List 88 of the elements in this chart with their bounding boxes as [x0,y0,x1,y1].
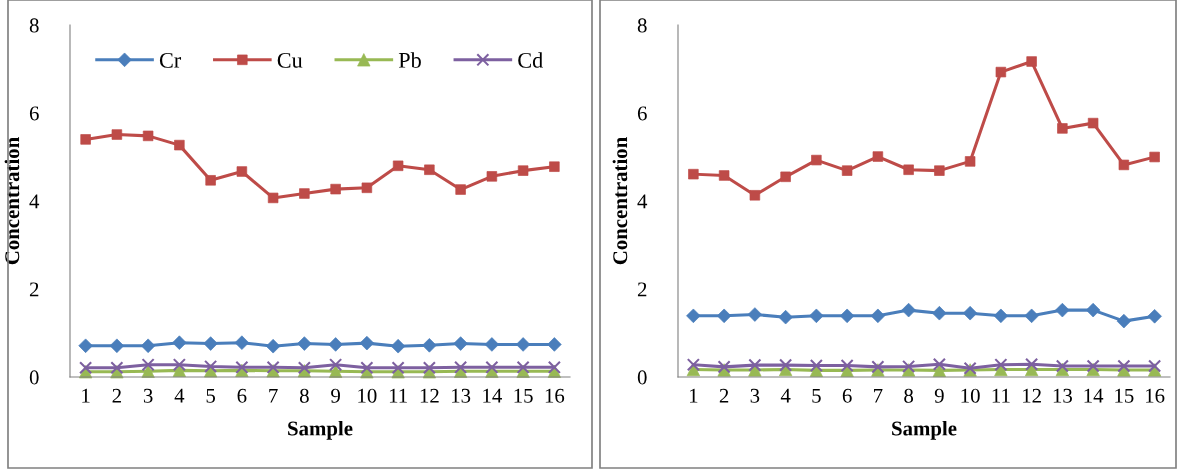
point [748,358,762,372]
point [1117,359,1131,373]
point [547,360,561,374]
y-axis-title: Concentration [612,137,628,265]
y-tick-label: 6 [637,106,647,121]
x-tick-label: 13 [1053,388,1072,403]
x-tick-label: 5 [812,388,821,403]
x-tick-label: 12 [420,388,439,403]
x-tick-label: 15 [514,388,533,403]
x-tick-label: 8 [299,388,309,403]
point [841,165,853,176]
point [995,66,1007,78]
x-tick-label: 4 [780,388,791,403]
legend-label: Cr [159,52,182,68]
x-tick-label: 9 [934,388,944,403]
point [994,358,1008,372]
point [266,360,280,374]
point [485,360,499,374]
x-tick-label: 4 [174,388,185,403]
point [141,358,155,372]
point [391,361,405,375]
x-tick-label: 16 [545,388,565,403]
legend-label: Cd [518,52,543,68]
point [172,358,186,372]
point [1086,359,1100,373]
y-tick-label: 8 [29,18,39,33]
point [809,358,823,373]
x-axis-title: Sample [288,420,353,440]
x-tick-label: 5 [206,388,216,403]
x-tick-label: 7 [269,388,278,403]
x-tick-label: 2 [719,388,729,403]
point [454,360,468,374]
y-tick-label: 4 [637,194,648,209]
x-tick-label: 3 [143,388,153,403]
point [329,358,343,372]
y-tick-label: 8 [637,18,647,33]
x-tick-label: 1 [82,388,90,403]
point [1118,159,1130,171]
x-tick-label: 1 [690,388,698,403]
y-tick-label: 4 [29,194,40,209]
x-tick-label: 2 [112,388,121,403]
point [422,361,436,375]
x-tick-label: 6 [842,388,852,403]
legend-label: Pb [398,52,421,68]
point [686,308,701,324]
x-tick-label: 6 [237,388,247,403]
point [840,358,854,373]
point [686,358,700,372]
x-tick-label: 10 [961,388,980,403]
y-tick-label: 0 [29,370,39,385]
point [779,358,793,372]
point [516,360,530,374]
point [515,337,531,352]
point [361,182,373,194]
point [901,302,916,318]
point [932,357,946,371]
x-tick-label: 14 [1084,388,1104,403]
x-axis-title: Sample [892,420,957,440]
point [1055,359,1069,373]
x-tick-label: 14 [483,388,502,403]
y-tick-label: 2 [637,282,647,297]
y-axis-title: Concentration [4,137,20,265]
x-tick-label: 11 [992,388,1010,403]
point [809,308,824,324]
x-tick-label: 16 [1146,388,1165,403]
x-tick-label: 3 [750,388,760,403]
point [1148,359,1162,373]
point [267,192,279,204]
x-tick-label: 8 [904,388,914,403]
point [79,361,93,375]
point [360,361,374,375]
x-tick-label: 7 [874,388,883,403]
y-tick-label: 6 [29,106,39,121]
x-tick-label: 12 [1023,388,1041,403]
y-tick-label: 0 [637,370,647,385]
point [234,335,250,350]
point [902,359,916,374]
x-tick-label: 15 [1115,388,1134,403]
x-tick-label: 11 [389,388,407,403]
y-tick-label: 2 [29,282,39,297]
point [1025,357,1039,371]
point [110,361,124,375]
x-tick-label: 13 [452,388,471,403]
x-tick-label: 9 [331,388,340,403]
point [204,359,218,374]
legend-label: Cu [277,52,303,68]
point [392,160,404,172]
x-tick-label: 10 [358,388,377,403]
